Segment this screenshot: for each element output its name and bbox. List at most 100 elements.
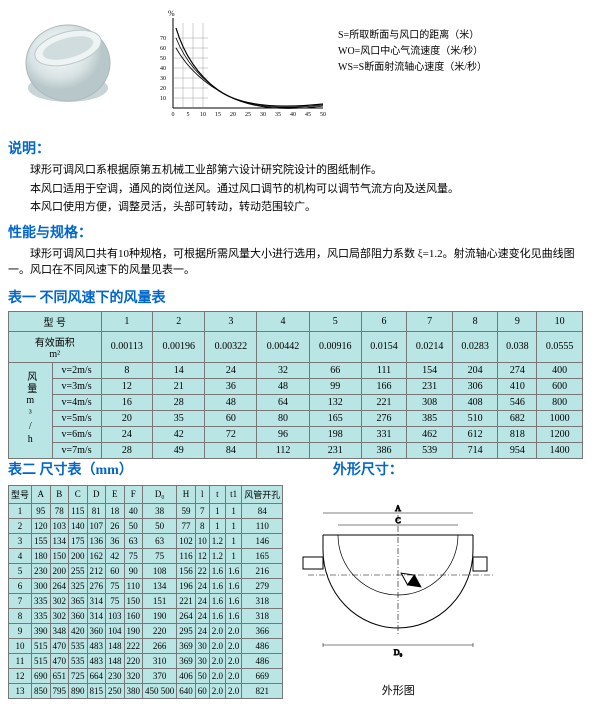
t1-cell: 64 — [257, 394, 309, 410]
t2-cell: 266 — [143, 638, 177, 653]
t2-cell: 1.6 — [226, 563, 242, 578]
t2-cell: 335 — [32, 608, 51, 623]
t1-header-area: 有效面积m² — [9, 331, 102, 362]
t2-cell: 515 — [32, 653, 51, 668]
t2-header: B — [50, 485, 69, 503]
t2-cell: 26 — [106, 518, 125, 533]
t2-cell: 314 — [87, 593, 106, 608]
t1-cell: 274 — [498, 362, 537, 378]
outline-title: 外形尺寸： — [333, 459, 403, 479]
t1-row-label: v=7m/s — [52, 442, 101, 458]
t2-cell: 107 — [87, 518, 106, 533]
svg-text:10: 10 — [160, 96, 166, 102]
t2-cell: 103 — [106, 608, 125, 623]
t2-cell: 486 — [242, 653, 283, 668]
t2-cell: 2.0 — [226, 653, 242, 668]
t2-cell: 1.6 — [226, 608, 242, 623]
t2-cell: 60 — [195, 683, 209, 698]
t1-cell: 112 — [257, 442, 309, 458]
t2-cell: 264 — [177, 608, 196, 623]
t2-cell: 116 — [177, 548, 196, 563]
t2-cell: 200 — [50, 563, 69, 578]
t2-cell: 470 — [50, 638, 69, 653]
t1-area-cell: 0.00113 — [101, 331, 153, 362]
t1-cell: 306 — [452, 378, 498, 394]
t2-cell: 155 — [32, 533, 51, 548]
t2-cell: 78 — [50, 503, 69, 518]
t2-header: 风管开孔 — [242, 485, 283, 503]
t1-cell: 49 — [153, 442, 205, 458]
t2-header: D — [87, 485, 106, 503]
t2-cell: 669 — [242, 668, 283, 683]
t2-cell: 314 — [87, 608, 106, 623]
chart-legend: S=所取断面与风口的距离（米） WO=风口中心气流速度（米/秒） WS=S断面射… — [338, 8, 487, 128]
t2-cell: 470 — [50, 653, 69, 668]
t2-cell: 84 — [242, 503, 283, 518]
t1-cell: 331 — [361, 426, 407, 442]
t2-cell: 50 — [124, 518, 143, 533]
t2-cell: 690 — [32, 668, 51, 683]
t2-cell: 38 — [143, 503, 177, 518]
t2-cell: 366 — [242, 623, 283, 638]
shuoming-p2: 本风口适用于空调，通风的岗位送风。通过风口调节的机构可以调节气流方向及送风量。 — [8, 181, 592, 198]
t2-cell: 651 — [50, 668, 69, 683]
t2-cell: 75 — [106, 578, 125, 593]
t2-header: 型号 — [9, 485, 32, 503]
t2-cell: 318 — [242, 608, 283, 623]
t1-cell: 24 — [101, 426, 153, 442]
outline-caption: 外形图 — [293, 682, 503, 698]
t2-cell: 30 — [195, 653, 209, 668]
t2-cell: 30 — [195, 638, 209, 653]
svg-text:A: A — [395, 504, 401, 513]
t2-cell: 370 — [143, 668, 177, 683]
t1-cell: 308 — [407, 394, 453, 410]
t2-cell: 220 — [124, 653, 143, 668]
legend-line-2: WO=风口中心气流速度（米/秒） — [338, 44, 487, 60]
t2-cell: 4 — [9, 548, 32, 563]
t2-cell: 1.6 — [209, 593, 225, 608]
t1-cell: 276 — [361, 410, 407, 426]
t2-cell: 1 — [226, 503, 242, 518]
t2-cell: 483 — [87, 653, 106, 668]
t2-cell: 318 — [242, 593, 283, 608]
shuoming-p1: 球形可调风口系根据原第五机械工业部第六设计研究院设计的图纸制作。 — [8, 162, 592, 179]
t1-area-cell: 0.0154 — [361, 331, 407, 362]
svg-text:40: 40 — [160, 66, 166, 72]
svg-text:50: 50 — [160, 56, 166, 62]
t2-cell: 230 — [106, 668, 125, 683]
t2-cell: 725 — [69, 668, 88, 683]
t1-col: 10 — [537, 311, 583, 331]
t1-cell: 800 — [537, 394, 583, 410]
t2-cell: 795 — [50, 683, 69, 698]
t1-cell: 408 — [452, 394, 498, 410]
t1-cell: 612 — [452, 426, 498, 442]
t2-header: t — [209, 485, 225, 503]
t1-cell: 714 — [452, 442, 498, 458]
t2-cell: 1.6 — [226, 578, 242, 593]
svg-text:35: 35 — [275, 112, 281, 118]
t1-cell: 28 — [153, 394, 205, 410]
t1-col: 4 — [257, 311, 309, 331]
t2-cell: 9 — [9, 623, 32, 638]
t2-cell: 360 — [87, 623, 106, 638]
t2-cell: 42 — [106, 548, 125, 563]
t2-cell: 6 — [9, 578, 32, 593]
t2-cell: 162 — [87, 548, 106, 563]
t2-header: D₀ — [143, 485, 177, 503]
t2-cell: 420 — [69, 623, 88, 638]
t1-cell: 66 — [309, 362, 361, 378]
t1-vert-label: 风量m³/h — [9, 362, 53, 458]
t2-cell: 486 — [242, 638, 283, 653]
t2-cell: 1 — [226, 548, 242, 563]
t1-row-label: v=2m/s — [52, 362, 101, 378]
t1-cell: 154 — [407, 362, 453, 378]
t2-cell: 12 — [195, 548, 209, 563]
t2-cell: 212 — [87, 563, 106, 578]
t2-header: F — [124, 485, 143, 503]
t2-cell: 24 — [195, 593, 209, 608]
section-title-xingneng: 性能与规格： — [8, 222, 592, 242]
t1-col: 5 — [309, 311, 361, 331]
t2-cell: 380 — [124, 683, 143, 698]
svg-text:40: 40 — [290, 112, 296, 118]
t2-cell: 1 — [226, 518, 242, 533]
